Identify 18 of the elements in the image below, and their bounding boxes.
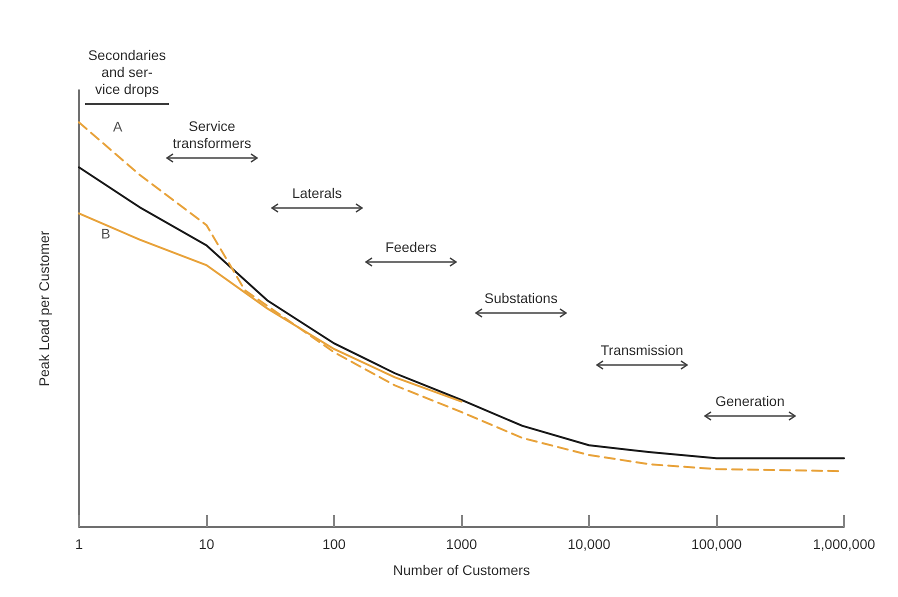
series-label: B	[101, 225, 110, 242]
x-tick-label: 10,000	[568, 536, 611, 552]
x-tick-label: 1	[75, 536, 84, 552]
annotation: Generation	[714, 393, 786, 410]
x-tick-label: 10	[198, 536, 214, 552]
x-axis-title: Number of Customers	[393, 562, 530, 578]
annotation: Transmission	[600, 342, 684, 359]
y-axis-title: Peak Load per Customer	[36, 230, 52, 386]
text: Secondaries and ser- vice drops	[87, 47, 167, 98]
annotation: Substations	[483, 290, 559, 307]
x-tick-label: 100	[322, 536, 346, 552]
annotation: Service transformers	[172, 118, 252, 152]
x-tick-label: 1,000,000	[812, 536, 876, 552]
series-label: A	[113, 118, 123, 134]
x-tick-label: 1000	[446, 536, 478, 552]
x-tick-label: 100,000	[691, 536, 742, 552]
annotation: Feeders	[384, 239, 438, 256]
annotation: Laterals	[291, 185, 343, 202]
